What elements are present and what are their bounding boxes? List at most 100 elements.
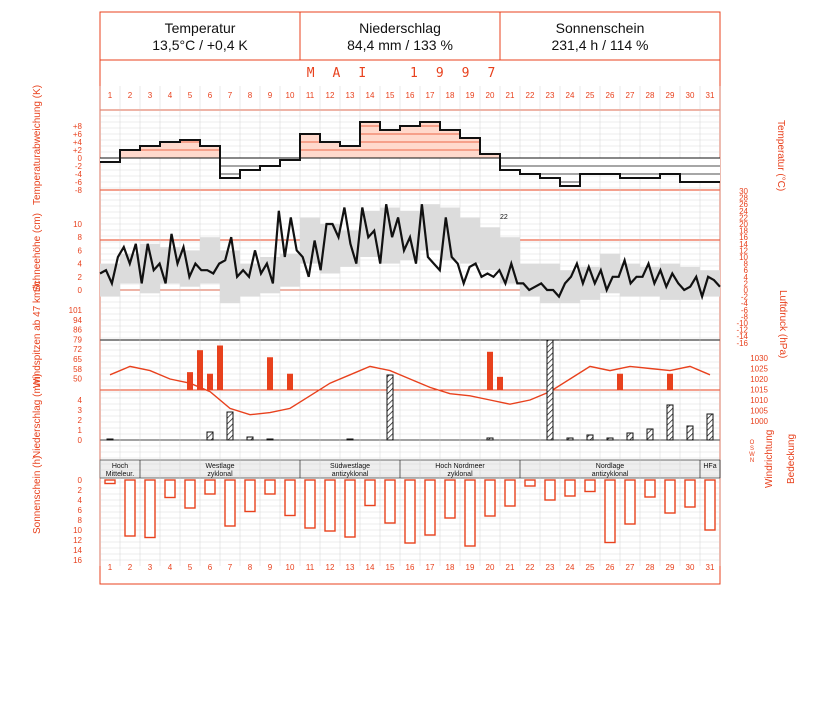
tick-temp-anomaly: +6 — [73, 130, 83, 139]
axis-label-pressure: Luftdruck (hPa) — [777, 290, 788, 359]
anomaly-bar — [560, 158, 580, 186]
anomaly-bar — [680, 158, 700, 182]
tick-temp-anomaly: +2 — [73, 146, 83, 155]
tick-precip: 0 — [78, 436, 83, 445]
tick-sun: 16 — [73, 556, 82, 565]
month-title: MAI 1997 — [306, 66, 514, 81]
sunshine-bar — [324, 479, 336, 532]
precip-bar — [486, 437, 494, 441]
tick-temp-anomaly: -6 — [75, 178, 83, 187]
day-label-bottom: 23 — [546, 563, 555, 572]
day-label-bottom: 20 — [486, 563, 495, 572]
sunshine-bar — [344, 479, 356, 538]
day-label-top: 12 — [326, 91, 335, 100]
precip-bar — [386, 374, 394, 441]
anomaly-bar — [240, 158, 260, 170]
tick-temp-anomaly: +4 — [73, 138, 83, 147]
weather-type-label: zyklonal — [207, 471, 233, 478]
tick-temp: 20 — [739, 220, 748, 229]
day-label-bottom: 26 — [606, 563, 615, 572]
tick-snow: 4 — [78, 260, 83, 269]
tick-temp: 26 — [739, 200, 748, 209]
day-label-bottom: 17 — [426, 563, 435, 572]
tick-temp-anomaly: -4 — [75, 170, 83, 179]
axis-label-snow: Schneehöhe (cm) — [32, 213, 43, 292]
temp-range-band — [280, 253, 300, 287]
temp-range-band — [600, 253, 620, 294]
tick-pressure: 1020 — [750, 375, 768, 384]
axis-label-precip: Niederschlag (mm) — [32, 373, 43, 458]
weather-type-label: Hoch — [112, 463, 128, 470]
tick-temp-anomaly: -8 — [75, 186, 83, 195]
tick-sun: 8 — [78, 516, 83, 525]
day-label-bottom: 4 — [168, 563, 173, 572]
tick-wind: 58 — [73, 365, 82, 374]
precip-bar — [646, 428, 654, 441]
tick-temp: -12 — [736, 326, 748, 335]
tick-sun: 14 — [73, 546, 82, 555]
summary-sunshine-value: 231,4 h / 114 % — [551, 37, 649, 53]
anomaly-bar — [440, 130, 460, 158]
temp-range-band — [540, 263, 560, 304]
day-label-top: 24 — [566, 91, 575, 100]
tick-sun: 12 — [73, 536, 82, 545]
weather-type-label: HFa — [703, 463, 716, 470]
sunshine-bar — [204, 479, 216, 495]
sunshine-bar — [664, 479, 676, 514]
tick-snow: 10 — [73, 220, 82, 229]
day-label-top: 31 — [706, 91, 715, 100]
anomaly-bar — [260, 158, 280, 166]
day-label-bottom: 27 — [626, 563, 635, 572]
axis-label-wind-dir: Windrichtung — [764, 429, 775, 488]
weather-type-label: Westlage — [205, 463, 234, 470]
anomaly-step-line — [100, 121, 720, 187]
tick-temp: 22 — [739, 213, 748, 222]
anomaly-bar — [180, 140, 200, 158]
summary-sunshine: Sonnenschein 231,4 h / 114 % — [500, 12, 700, 60]
temp-range-band — [520, 263, 540, 297]
anomaly-bar — [480, 154, 500, 158]
weather-type-label: antizyklonal — [592, 471, 629, 478]
tick-wind-dir: W — [749, 452, 755, 458]
wind-gust-bar — [287, 373, 293, 390]
axis-label-temp: Temperatur (°C) — [775, 120, 786, 192]
temp-range-band — [180, 250, 200, 287]
day-label-bottom: 3 — [148, 563, 153, 572]
sunshine-bar — [284, 479, 296, 517]
tick-sun: 6 — [78, 506, 83, 515]
sunshine-bar — [304, 479, 316, 529]
tick-snow: 2 — [78, 273, 83, 282]
anomaly-bar — [640, 158, 660, 178]
temp-range-band — [500, 237, 520, 284]
day-label-bottom: 11 — [306, 563, 315, 572]
anomaly-bar — [540, 158, 560, 178]
day-label-bottom: 19 — [466, 563, 475, 572]
day-label-top: 27 — [626, 91, 635, 100]
tick-precip: 2 — [78, 416, 83, 425]
tick-sun: 10 — [73, 526, 82, 535]
summary-sunshine-label: Sonnenschein — [555, 20, 645, 36]
tick-temp: 4 — [744, 273, 749, 282]
temp-range-band — [480, 227, 500, 271]
sunshine-bar — [524, 479, 536, 487]
tick-temp: -8 — [741, 312, 749, 321]
wind-gust-bar — [207, 373, 213, 390]
precip-bar — [546, 339, 554, 441]
precip-bar — [346, 438, 354, 441]
tick-wind-dir: S — [750, 446, 754, 452]
anomaly-bar — [340, 146, 360, 158]
tick-pressure: 1000 — [750, 417, 768, 426]
day-label-bottom: 21 — [506, 563, 515, 572]
tick-sun: 4 — [78, 496, 83, 505]
day-label-top: 28 — [646, 91, 655, 100]
day-label-top: 2 — [128, 91, 133, 100]
sunshine-bar — [484, 479, 496, 517]
sunshine-bar — [544, 479, 556, 501]
wind-gust-bar — [667, 373, 673, 390]
sunshine-bar — [184, 479, 196, 509]
anomaly-bar — [500, 158, 520, 170]
sunshine-bar — [384, 479, 396, 524]
day-label-top: 1 — [108, 91, 113, 100]
sunshine-bar — [404, 479, 416, 544]
sunshine-bar — [684, 479, 696, 508]
